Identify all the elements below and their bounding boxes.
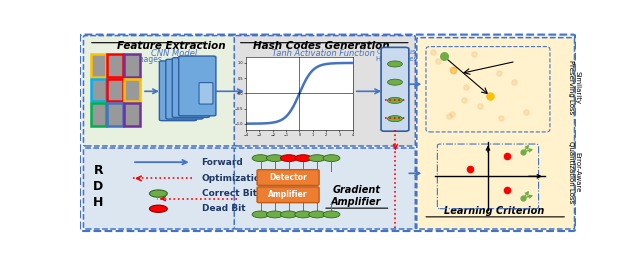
Text: Similarity
Preserving Loss: Similarity Preserving Loss xyxy=(568,60,580,114)
Bar xyxy=(91,79,106,102)
Text: Dead Bit: Dead Bit xyxy=(202,204,245,213)
Circle shape xyxy=(150,205,167,213)
Bar xyxy=(91,54,106,77)
FancyBboxPatch shape xyxy=(257,187,319,203)
Text: Error-Aware
Quantization Loss: Error-Aware Quantization Loss xyxy=(568,141,580,203)
Circle shape xyxy=(388,97,403,103)
Text: R
D
H: R D H xyxy=(93,164,104,209)
FancyBboxPatch shape xyxy=(80,35,575,231)
Circle shape xyxy=(295,211,312,218)
FancyBboxPatch shape xyxy=(234,36,415,146)
FancyBboxPatch shape xyxy=(83,36,235,146)
Bar xyxy=(124,79,140,102)
Bar xyxy=(124,54,140,77)
Bar xyxy=(91,103,106,126)
FancyBboxPatch shape xyxy=(257,170,319,185)
Text: Tanh Activation Function: Tanh Activation Function xyxy=(271,49,374,58)
Text: Forward: Forward xyxy=(202,158,243,167)
Circle shape xyxy=(388,79,403,85)
Text: Correct Bit: Correct Bit xyxy=(202,189,257,198)
Text: Training Images: Training Images xyxy=(101,55,162,64)
Text: Learning Criterion: Learning Criterion xyxy=(444,206,545,216)
Circle shape xyxy=(308,155,326,161)
FancyBboxPatch shape xyxy=(199,83,213,104)
Circle shape xyxy=(388,116,403,122)
Circle shape xyxy=(295,155,312,161)
Circle shape xyxy=(252,211,269,218)
Bar xyxy=(108,103,123,126)
Circle shape xyxy=(323,155,340,161)
Circle shape xyxy=(266,211,284,218)
Circle shape xyxy=(280,211,297,218)
Circle shape xyxy=(266,155,284,161)
Text: Feature Extraction: Feature Extraction xyxy=(117,41,226,51)
Text: Detector: Detector xyxy=(269,173,307,182)
FancyBboxPatch shape xyxy=(83,148,235,229)
Text: Hash Codes Generation: Hash Codes Generation xyxy=(253,41,389,51)
Text: Gradient
Amplifier: Gradient Amplifier xyxy=(331,185,381,207)
FancyBboxPatch shape xyxy=(179,56,216,116)
Text: Optimization: Optimization xyxy=(202,174,267,183)
FancyBboxPatch shape xyxy=(234,148,415,229)
FancyBboxPatch shape xyxy=(159,61,196,121)
Circle shape xyxy=(323,211,340,218)
Text: CNN Model: CNN Model xyxy=(151,49,197,58)
Circle shape xyxy=(252,155,269,161)
Bar xyxy=(108,79,123,102)
Circle shape xyxy=(388,61,403,67)
FancyBboxPatch shape xyxy=(172,58,209,117)
Text: Continuous
Hash Codes: Continuous Hash Codes xyxy=(376,49,417,62)
FancyBboxPatch shape xyxy=(417,38,575,229)
FancyBboxPatch shape xyxy=(381,47,409,131)
Circle shape xyxy=(280,155,297,161)
Text: Amplifier: Amplifier xyxy=(268,190,308,199)
Circle shape xyxy=(150,190,167,197)
Bar xyxy=(108,54,123,77)
FancyBboxPatch shape xyxy=(166,59,203,119)
Circle shape xyxy=(308,211,326,218)
Bar xyxy=(124,103,140,126)
